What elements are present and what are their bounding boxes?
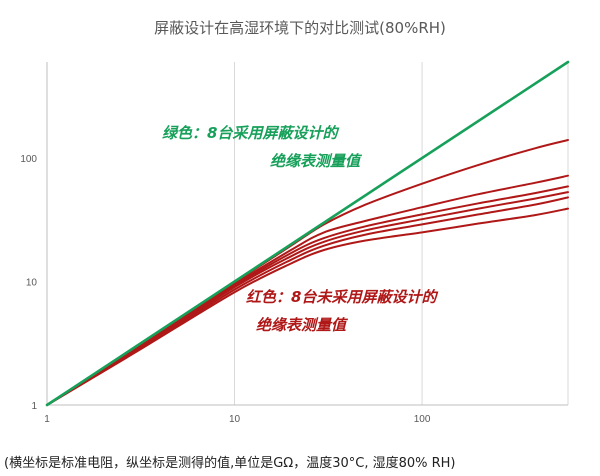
series-line-red-6	[46, 207, 569, 406]
series-line-red-4	[46, 191, 569, 406]
chart-title: 屏蔽设计在高湿环境下的对比测试(80%RH)	[154, 19, 446, 37]
series-line-green-0	[45, 60, 570, 407]
annotation-green-line-1: 绿色：8台采用屏蔽设计的	[162, 124, 339, 142]
chart: 屏蔽设计在高湿环境下的对比测试(80%RH) 1 10 100 1 10 100 绿色：8…	[20, 19, 570, 425]
grid	[234, 62, 569, 405]
x-tick-label: 10	[229, 414, 241, 425]
x-tick-label: 1	[44, 414, 50, 425]
y-tick-label: 100	[20, 154, 37, 165]
y-tick-label: 1	[31, 401, 37, 412]
caption: (横坐标是标准电阻，纵坐标是测得的值,单位是GΩ，温度30°C, 湿度80% R…	[4, 456, 456, 471]
series-line-red-5	[46, 196, 569, 406]
annotation-green-line-2: 绝缘表测量值	[270, 152, 363, 170]
tick-labels: 1 10 100 1 10 100	[20, 154, 431, 425]
y-tick-label: 10	[26, 278, 38, 289]
annotation-red-line-2: 绝缘表测量值	[256, 316, 349, 334]
series-line-red-1	[46, 139, 569, 406]
series-lines	[45, 60, 570, 407]
x-tick-label: 100	[414, 414, 431, 425]
axes	[46, 62, 568, 406]
annotation-red-line-1: 红色：8台未采用屏蔽设计的	[246, 288, 438, 306]
